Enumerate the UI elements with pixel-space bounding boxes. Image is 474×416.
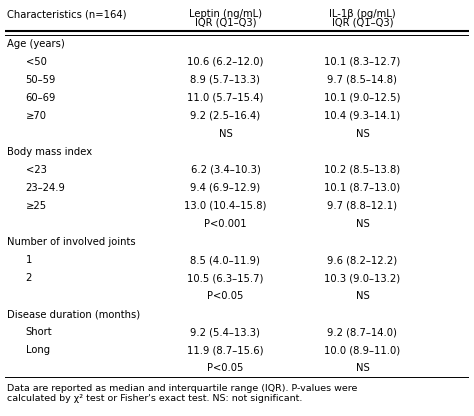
Text: 11.0 (5.7–15.4): 11.0 (5.7–15.4) [187, 93, 264, 103]
Text: 11.9 (8.7–15.6): 11.9 (8.7–15.6) [187, 345, 264, 355]
Text: 8.9 (5.7–13.3): 8.9 (5.7–13.3) [191, 75, 260, 85]
Text: 10.1 (9.0–12.5): 10.1 (9.0–12.5) [324, 93, 401, 103]
Text: 10.6 (6.2–12.0): 10.6 (6.2–12.0) [187, 57, 264, 67]
Text: P<0.05: P<0.05 [207, 363, 244, 373]
Text: 9.4 (6.9–12.9): 9.4 (6.9–12.9) [191, 183, 260, 193]
Text: 10.2 (8.5–13.8): 10.2 (8.5–13.8) [324, 165, 401, 175]
Text: 2: 2 [26, 273, 32, 283]
Text: Data are reported as median and interquartile range (IQR). P-values were: Data are reported as median and interqua… [7, 384, 357, 393]
Text: ≥70: ≥70 [26, 111, 46, 121]
Text: 10.4 (9.3–14.1): 10.4 (9.3–14.1) [324, 111, 401, 121]
Text: P<0.001: P<0.001 [204, 219, 246, 229]
Text: NS: NS [356, 291, 369, 301]
Text: 60–69: 60–69 [26, 93, 56, 103]
Text: ≥25: ≥25 [26, 201, 47, 211]
Text: Age (years): Age (years) [7, 39, 65, 49]
Text: 50–59: 50–59 [26, 75, 56, 85]
Text: Characteristics (n=164): Characteristics (n=164) [7, 9, 127, 20]
Text: IQR (Q1–Q3): IQR (Q1–Q3) [332, 17, 393, 27]
Text: Long: Long [26, 345, 50, 355]
Text: NS: NS [219, 129, 232, 139]
Text: 10.0 (8.9–11.0): 10.0 (8.9–11.0) [324, 345, 401, 355]
Text: NS: NS [356, 219, 369, 229]
Text: 10.5 (6.3–15.7): 10.5 (6.3–15.7) [187, 273, 264, 283]
Text: 10.1 (8.3–12.7): 10.1 (8.3–12.7) [324, 57, 401, 67]
Text: 13.0 (10.4–15.8): 13.0 (10.4–15.8) [184, 201, 266, 211]
Text: calculated by χ² test or Fisher's exact test. NS: not significant.: calculated by χ² test or Fisher's exact … [7, 394, 302, 403]
Text: 23–24.9: 23–24.9 [26, 183, 65, 193]
Text: P<0.05: P<0.05 [207, 291, 244, 301]
Text: NS: NS [356, 363, 369, 373]
Text: Number of involved joints: Number of involved joints [7, 237, 136, 247]
Text: 9.2 (8.7–14.0): 9.2 (8.7–14.0) [328, 327, 397, 337]
Text: 8.5 (4.0–11.9): 8.5 (4.0–11.9) [191, 255, 260, 265]
Text: NS: NS [356, 129, 369, 139]
Text: IQR (Q1–Q3): IQR (Q1–Q3) [195, 17, 256, 27]
Text: <50: <50 [26, 57, 46, 67]
Text: IL-1β (pg/mL): IL-1β (pg/mL) [329, 9, 396, 20]
Text: 9.7 (8.5–14.8): 9.7 (8.5–14.8) [328, 75, 397, 85]
Text: Short: Short [26, 327, 52, 337]
Text: Disease duration (months): Disease duration (months) [7, 309, 140, 319]
Text: 9.2 (2.5–16.4): 9.2 (2.5–16.4) [191, 111, 260, 121]
Text: Body mass index: Body mass index [7, 147, 92, 157]
Text: 6.2 (3.4–10.3): 6.2 (3.4–10.3) [191, 165, 260, 175]
Text: 9.2 (5.4–13.3): 9.2 (5.4–13.3) [191, 327, 260, 337]
Text: <23: <23 [26, 165, 46, 175]
Text: 1: 1 [26, 255, 32, 265]
Text: 9.7 (8.8–12.1): 9.7 (8.8–12.1) [328, 201, 397, 211]
Text: 10.3 (9.0–13.2): 10.3 (9.0–13.2) [324, 273, 401, 283]
Text: Leptin (ng/mL): Leptin (ng/mL) [189, 9, 262, 20]
Text: 10.1 (8.7–13.0): 10.1 (8.7–13.0) [324, 183, 401, 193]
Text: 9.6 (8.2–12.2): 9.6 (8.2–12.2) [328, 255, 398, 265]
